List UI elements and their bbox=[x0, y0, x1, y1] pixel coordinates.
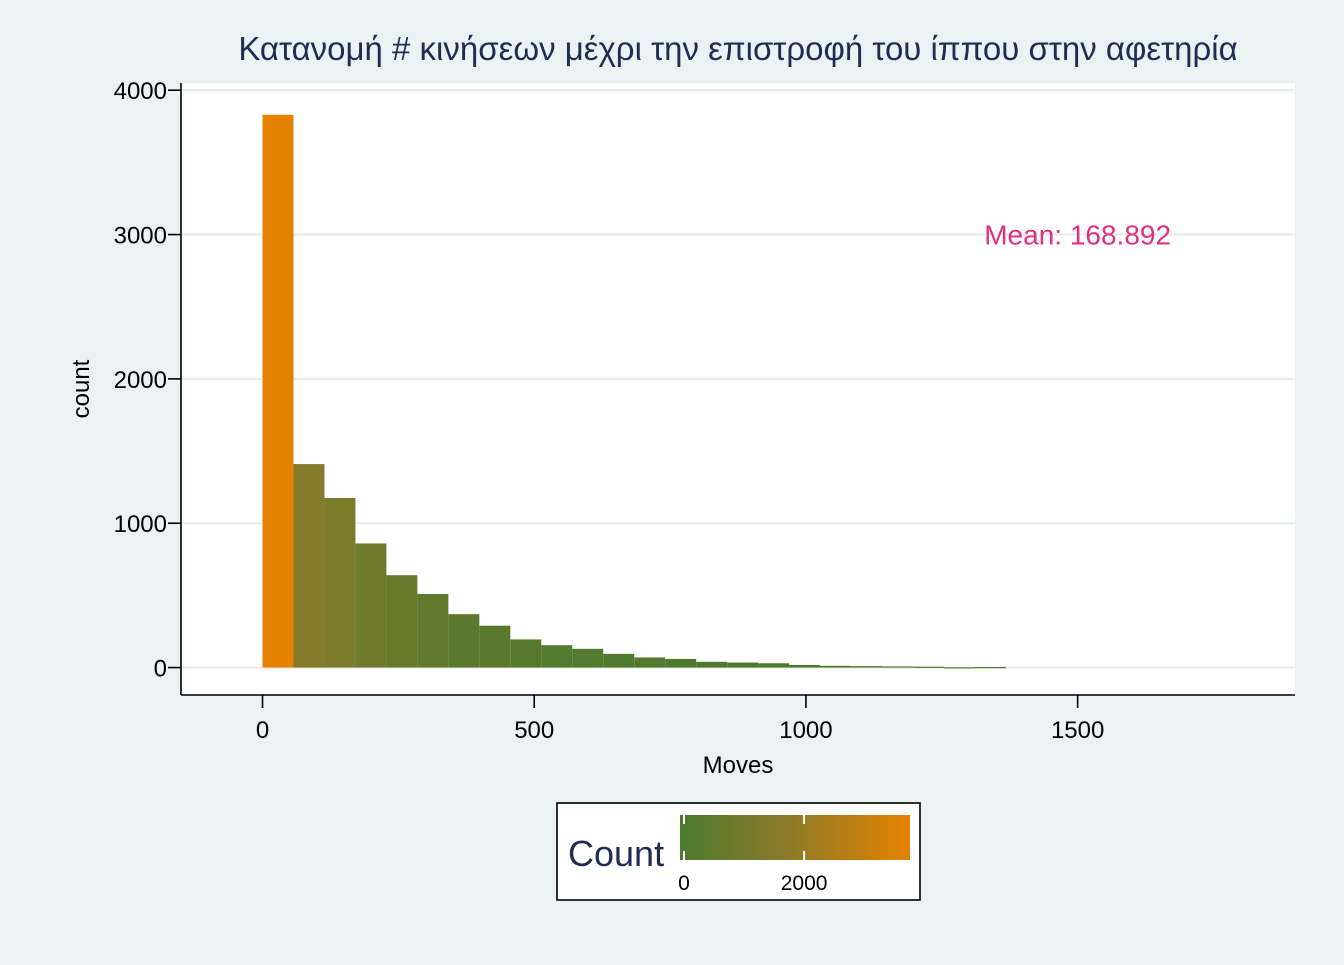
histogram-bar bbox=[262, 114, 294, 668]
x-axis-label: Moves bbox=[703, 752, 774, 779]
histogram-bar bbox=[727, 662, 759, 668]
legend-title: Count bbox=[568, 833, 664, 874]
legend-colorbar bbox=[680, 815, 910, 860]
histogram-bar bbox=[882, 666, 913, 668]
histogram-bar bbox=[912, 666, 944, 668]
histogram-bar bbox=[386, 575, 418, 668]
mean-annotation: Mean: 168.892 bbox=[984, 220, 1171, 251]
legend-tick-label: 0 bbox=[678, 872, 690, 895]
x-ticks: 0 500 1000 1500 bbox=[256, 695, 1104, 744]
histogram-bar bbox=[696, 661, 728, 668]
histogram-bar bbox=[448, 614, 480, 668]
axes bbox=[180, 83, 1295, 696]
histogram-bar bbox=[417, 593, 449, 668]
y-tick-label: 4000 bbox=[114, 78, 167, 105]
y-axis-label: count bbox=[68, 359, 95, 418]
y-tick-label: 1000 bbox=[114, 511, 167, 538]
x-tick-label: 1500 bbox=[1051, 717, 1104, 744]
histogram-bar bbox=[510, 639, 542, 668]
color-legend: Count 0 2000 bbox=[556, 802, 921, 901]
y-tick-label: 3000 bbox=[114, 223, 167, 250]
histogram-bar bbox=[324, 497, 356, 668]
histogram-bar bbox=[572, 648, 604, 668]
histogram-bar bbox=[974, 666, 1006, 669]
x-tick-label: 500 bbox=[514, 717, 554, 744]
histogram-bar bbox=[634, 657, 666, 668]
x-tick-label: 0 bbox=[256, 717, 269, 744]
x-tick-label: 1000 bbox=[779, 717, 832, 744]
histogram-bar bbox=[355, 543, 387, 668]
histogram-bar bbox=[479, 625, 511, 668]
legend-ticks: 0 2000 bbox=[678, 815, 827, 895]
histogram-bar bbox=[820, 665, 852, 668]
y-ticks: 0 1000 2000 3000 4000 bbox=[114, 78, 181, 683]
chart-title: Κατανομή # κινήσεων μέχρι την επιστροφή … bbox=[238, 30, 1237, 67]
legend-tick-label: 2000 bbox=[781, 872, 828, 895]
y-tick-label: 2000 bbox=[114, 367, 167, 394]
y-tick-label: 0 bbox=[154, 656, 167, 683]
histogram-bar bbox=[851, 666, 883, 668]
histogram-bar bbox=[603, 653, 635, 668]
histogram-bar bbox=[758, 663, 790, 668]
histogram-bar bbox=[293, 464, 325, 668]
histogram-bar bbox=[541, 645, 573, 668]
histogram-bar bbox=[665, 658, 697, 668]
histogram-bar bbox=[789, 664, 821, 668]
histogram-bars bbox=[262, 114, 1006, 669]
histogram-bar bbox=[943, 667, 975, 669]
